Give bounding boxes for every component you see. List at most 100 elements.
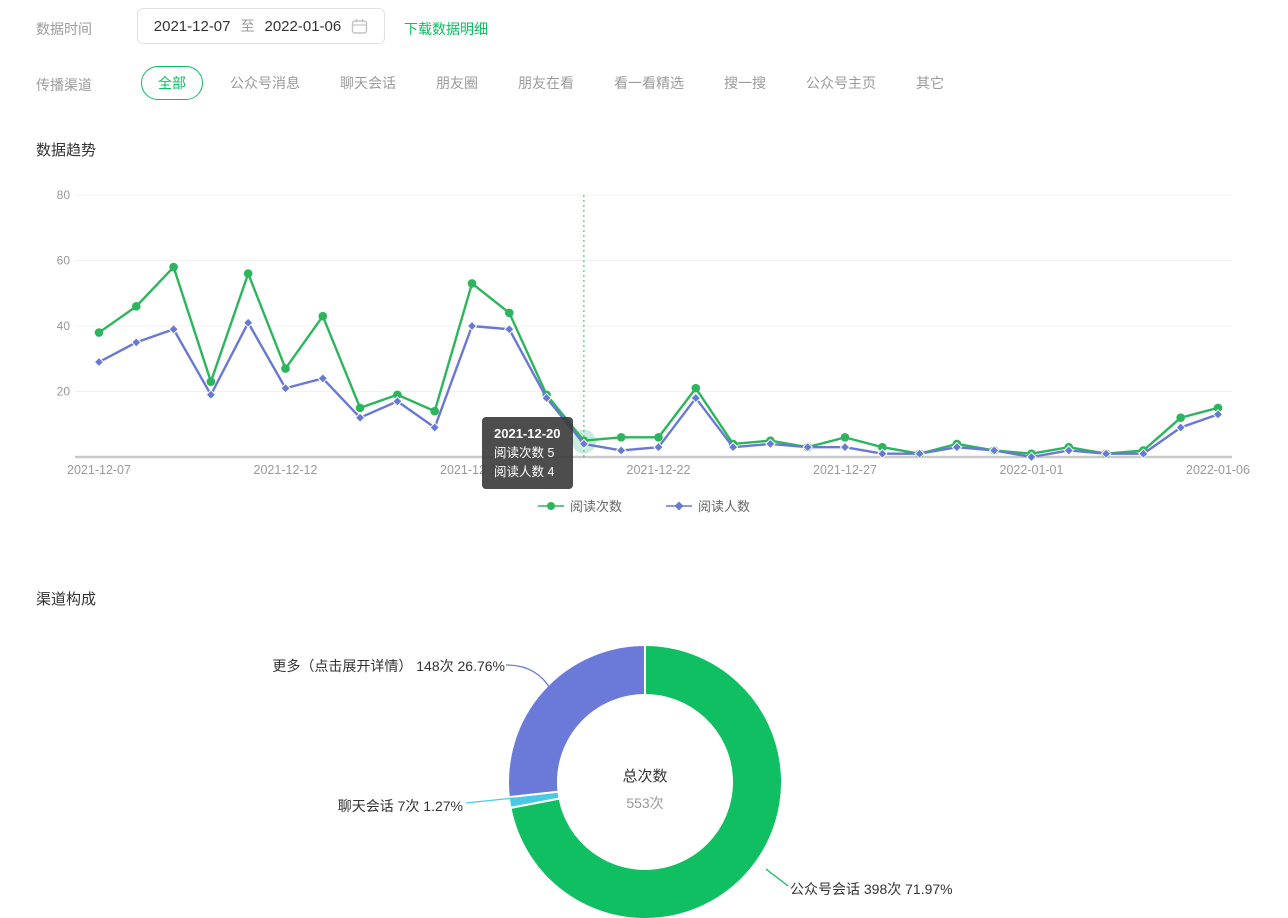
channel-tab-7[interactable]: 公众号主页 [806,75,876,91]
point-阅读次数-2021-12-07[interactable] [94,328,104,337]
point-阅读次数-2021-12-14[interactable] [355,403,365,413]
svg-text:2021-12-22: 2021-12-22 [627,463,691,477]
point-阅读人数-2022-01-05[interactable] [1175,422,1187,433]
point-阅读次数-2021-12-09[interactable] [169,262,178,272]
calendar-icon[interactable] [351,18,368,35]
date-range-picker[interactable]: 2021-12-07 至 2022-01-06 [137,8,385,44]
point-阅读人数-2021-12-24[interactable] [727,441,739,453]
series-line-阅读次数[interactable] [98,265,1219,455]
date-start-value[interactable]: 2021-12-07 [153,17,231,35]
svg-text:60: 60 [57,254,71,268]
point-阅读人数-2021-12-08[interactable] [130,337,142,348]
donut-label-更多（点击展开详情）[interactable]: 更多（点击展开详情） 148次 26.76% [272,658,505,674]
point-阅读次数-2021-12-18[interactable] [505,308,514,318]
point-阅读人数-2021-12-23[interactable] [690,392,702,404]
svg-text:40: 40 [57,319,71,333]
donut-center-text: 总次数 553次 [545,765,745,813]
tooltip-date: 2021-12-20 [494,426,561,441]
channel-tab-3[interactable]: 朋友圈 [436,75,478,91]
channel-tabs: 全部 公众号消息 聊天会话 朋友圈 朋友在看 看一看精选 搜一搜 公众号主页 其它 [141,66,944,100]
channel-donut-chart[interactable] [0,608,1288,918]
svg-text:2021-12-12: 2021-12-12 [254,463,318,477]
point-阅读人数-2021-12-25[interactable] [765,438,776,450]
point-阅读人数-2021-12-26[interactable] [802,441,814,453]
chart-tooltip: 2021-12-20 阅读次数 5 阅读人数 4 [482,417,573,489]
point-阅读次数-2021-12-11[interactable] [243,269,253,278]
channel-label: 传播渠道 [36,77,92,93]
channel-tab-1[interactable]: 公众号消息 [230,75,300,91]
donut-slice-公众号会话[interactable] [509,643,783,918]
channel-tab-4[interactable]: 朋友在看 [518,75,574,91]
point-阅读次数-2021-12-27[interactable] [840,433,850,442]
tooltip-row-reads: 阅读次数 5 [494,446,555,460]
point-阅读次数-2021-12-17[interactable] [467,279,477,288]
svg-text:2021-12-27: 2021-12-27 [813,463,877,477]
channel-tab-8[interactable]: 其它 [916,75,944,91]
channel-tab-0[interactable]: 全部 [141,66,203,100]
point-阅读人数-2021-12-28[interactable] [876,448,888,460]
point-阅读人数-2021-12-09[interactable] [168,323,179,335]
donut-slice-更多（点击展开详情）[interactable] [507,643,646,799]
point-阅读人数-2022-01-04[interactable] [1138,448,1149,460]
point-阅读人数-2021-12-21[interactable] [615,445,627,456]
svg-text:2022-01-06: 2022-01-06 [1186,463,1250,477]
point-阅读人数-2021-12-16[interactable] [429,422,441,433]
date-time-label: 数据时间 [36,21,92,37]
point-阅读人数-2021-12-20[interactable] [578,438,590,450]
point-阅读次数-2021-12-08[interactable] [132,302,141,311]
donut-center-value: 553次 [626,795,664,811]
point-阅读人数-2021-12-11[interactable] [242,317,254,329]
point-阅读次数-2021-12-10[interactable] [206,377,216,386]
point-阅读次数-2021-12-23[interactable] [691,383,701,393]
point-阅读人数-2021-12-17[interactable] [466,320,478,332]
trend-section-title: 数据趋势 [36,142,97,159]
point-阅读人数-2021-12-18[interactable] [503,323,515,335]
legend-item-readers[interactable]: 阅读人数 [666,496,750,515]
point-阅读人数-2021-12-13[interactable] [317,373,329,384]
point-阅读次数-2021-12-12[interactable] [281,364,290,373]
svg-text:20: 20 [57,385,71,399]
point-阅读次数-2021-12-21[interactable] [616,433,626,442]
tooltip-row-readers: 阅读人数 4 [494,465,555,479]
point-阅读人数-2022-01-03[interactable] [1100,448,1112,460]
point-阅读人数-2021-12-07[interactable] [93,356,105,368]
point-阅读人数-2021-12-12[interactable] [280,382,291,394]
point-阅读人数-2021-12-30[interactable] [951,441,963,453]
point-阅读次数-2021-12-28[interactable] [878,442,887,452]
legend-marker-circle-icon [537,501,564,510]
point-阅读人数-2022-01-02[interactable] [1063,445,1075,456]
point-阅读次数-2022-01-06[interactable] [1213,403,1223,413]
point-阅读人数-2021-12-19[interactable] [541,392,552,404]
point-阅读人数-2022-01-06[interactable] [1212,409,1224,420]
point-阅读人数-2021-12-22[interactable] [653,441,664,453]
trend-legend: 阅读次数 阅读人数 [0,496,1288,515]
svg-text:2021-12-07: 2021-12-07 [67,463,131,477]
date-end-value[interactable]: 2022-01-06 [264,17,342,35]
donut-label-聊天会话: 聊天会话 7次 1.27% [337,798,463,814]
point-阅读次数-2021-12-13[interactable] [318,311,328,321]
legend-marker-diamond-icon [666,501,692,510]
channel-composition-title: 渠道构成 [36,591,97,608]
channel-tab-2[interactable]: 聊天会话 [340,75,396,91]
point-阅读人数-2022-01-01[interactable] [1026,451,1037,463]
download-data-link[interactable]: 下载数据明细 [404,21,488,37]
legend-item-reads[interactable]: 阅读次数 [537,496,622,515]
point-阅读人数-2021-12-27[interactable] [839,441,851,453]
point-阅读次数-2022-01-05[interactable] [1176,413,1185,422]
donut-label-公众号会话: 公众号会话 398次 71.97% [790,881,953,897]
donut-center-title: 总次数 [622,768,668,785]
channel-tab-6[interactable]: 搜一搜 [724,75,766,91]
point-阅读人数-2021-12-10[interactable] [205,389,217,401]
svg-text:2022-01-01: 2022-01-01 [1000,463,1064,477]
point-阅读人数-2021-12-14[interactable] [354,412,366,424]
channel-tab-5[interactable]: 看一看精选 [614,75,684,91]
point-阅读人数-2021-12-31[interactable] [988,445,1000,456]
point-阅读人数-2021-12-29[interactable] [914,448,925,460]
point-阅读次数-2021-12-22[interactable] [654,433,663,442]
date-separator: 至 [240,18,255,34]
point-阅读人数-2021-12-15[interactable] [392,396,403,407]
point-阅读次数-2021-12-16[interactable] [430,406,440,416]
point-阅读次数-2021-12-15[interactable] [393,390,402,400]
